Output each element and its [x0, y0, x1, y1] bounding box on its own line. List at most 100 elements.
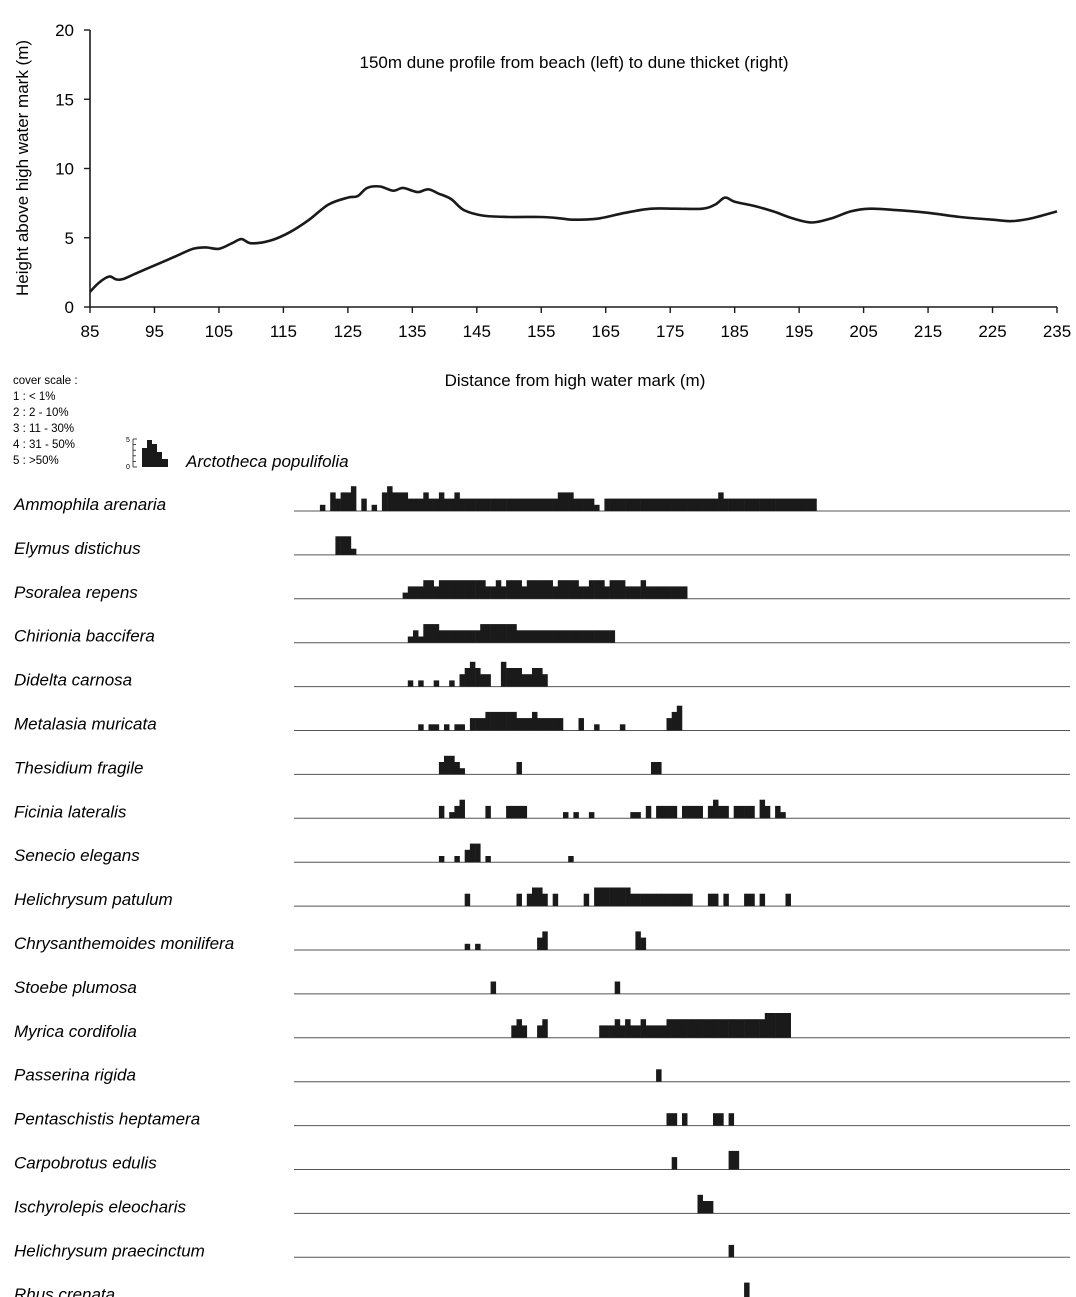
species-row: Metalasia muricata	[14, 705, 1070, 734]
cover-bar	[542, 718, 548, 731]
cover-bar	[532, 630, 538, 643]
cover-bar	[563, 492, 569, 511]
cover-bar	[532, 887, 538, 907]
cover-bar	[775, 498, 781, 511]
cover-bar	[661, 805, 667, 819]
cover-bar	[557, 492, 564, 511]
species-row: Psoralea repens	[14, 580, 1070, 602]
cover-bar	[521, 630, 528, 643]
cover-bar	[744, 893, 750, 907]
cover-bar	[490, 586, 497, 599]
cover-bar	[552, 718, 559, 731]
cover-bar	[490, 981, 497, 994]
cover-bar	[687, 1019, 693, 1038]
cover-bar	[692, 805, 698, 819]
cover-bar	[449, 498, 455, 511]
cover-bar	[676, 893, 683, 907]
x-tick-label: 125	[334, 322, 362, 341]
species-label: Psoralea repens	[14, 583, 138, 602]
cover-bar	[506, 668, 512, 687]
y-tick-label: 15	[55, 90, 74, 109]
cover-bar	[428, 498, 434, 511]
legend-scale-top: 5	[126, 437, 130, 444]
cover-bar	[682, 1019, 688, 1038]
cover-bar	[609, 1025, 616, 1038]
cover-bar	[744, 498, 750, 511]
cover-bar	[542, 630, 548, 643]
cover-bar	[630, 498, 636, 511]
cover-bar	[475, 718, 481, 731]
cover-bar	[511, 805, 517, 819]
cover-bar	[630, 893, 636, 907]
cover-bar	[614, 580, 621, 599]
legend-item-1: 1 : < 1%	[13, 391, 56, 403]
cover-bar	[542, 498, 548, 511]
cover-bar	[345, 536, 352, 555]
cover-bar	[537, 668, 543, 687]
cover-bar	[335, 536, 341, 555]
cover-bar	[319, 504, 326, 511]
cover-bar	[619, 498, 626, 511]
cover-bar	[682, 893, 688, 907]
cover-bar	[423, 624, 429, 643]
cover-bar	[604, 1025, 610, 1038]
species-row: Ficinia lateralis	[14, 799, 1070, 821]
cover-bar	[350, 486, 357, 511]
cover-bar	[630, 1025, 636, 1038]
cover-bar	[656, 586, 662, 599]
cover-bar	[754, 1019, 760, 1038]
cover-bar	[475, 498, 481, 511]
cover-bar	[511, 498, 517, 511]
cover-bar	[583, 498, 590, 511]
cover-bar	[516, 1019, 522, 1038]
cover-bar	[516, 498, 522, 511]
x-tick-label: 155	[527, 322, 555, 341]
cover-bar	[749, 893, 755, 907]
cover-bar	[656, 805, 662, 819]
cover-bar	[521, 805, 528, 819]
cover-bar	[418, 724, 424, 731]
cover-bar	[330, 492, 336, 511]
species-cover-rows: Ammophila arenaria Elymus distichus Psoral…	[13, 486, 1070, 1297]
cover-bar	[444, 498, 450, 511]
cover-bar	[542, 931, 548, 950]
cover-bar	[713, 1113, 719, 1126]
cover-bar	[407, 680, 414, 687]
cover-bar	[459, 724, 465, 731]
cover-bar	[526, 630, 533, 643]
cover-bar	[764, 1013, 771, 1038]
cover-bar	[702, 1019, 709, 1038]
cover-bar	[707, 1201, 714, 1214]
species-row: Helichrysum patulum	[14, 887, 1070, 909]
cover-bar	[651, 1025, 657, 1038]
cover-bar	[583, 630, 590, 643]
cover-bar	[402, 592, 409, 599]
species-row: Myrica cordifolia	[14, 1013, 1070, 1041]
species-row: Pentaschistis heptamera	[14, 1110, 1070, 1129]
cover-bar	[661, 1025, 667, 1038]
cover-bar	[511, 580, 517, 599]
cover-bar	[671, 1113, 678, 1126]
x-tick-label: 135	[398, 322, 426, 341]
cover-bar	[459, 580, 465, 599]
cover-bar	[516, 718, 522, 731]
cover-bar	[707, 1019, 714, 1038]
cover-bar	[738, 805, 745, 819]
cover-bar	[542, 580, 548, 599]
cover-bar	[469, 843, 476, 863]
species-label: Elymus distichus	[14, 539, 141, 558]
cover-bar	[413, 498, 419, 511]
cover-bar	[733, 805, 740, 819]
cover-bar	[775, 805, 781, 819]
cover-bar	[459, 768, 465, 775]
cover-bar	[542, 674, 548, 687]
cover-bar	[718, 492, 724, 511]
cover-bar	[547, 580, 553, 599]
cover-bar	[749, 1019, 755, 1038]
cover-bar	[563, 630, 569, 643]
cover-bar	[676, 1019, 683, 1038]
cover-bar	[692, 1019, 698, 1038]
cover-bar	[749, 498, 755, 511]
cover-bar	[521, 718, 528, 731]
